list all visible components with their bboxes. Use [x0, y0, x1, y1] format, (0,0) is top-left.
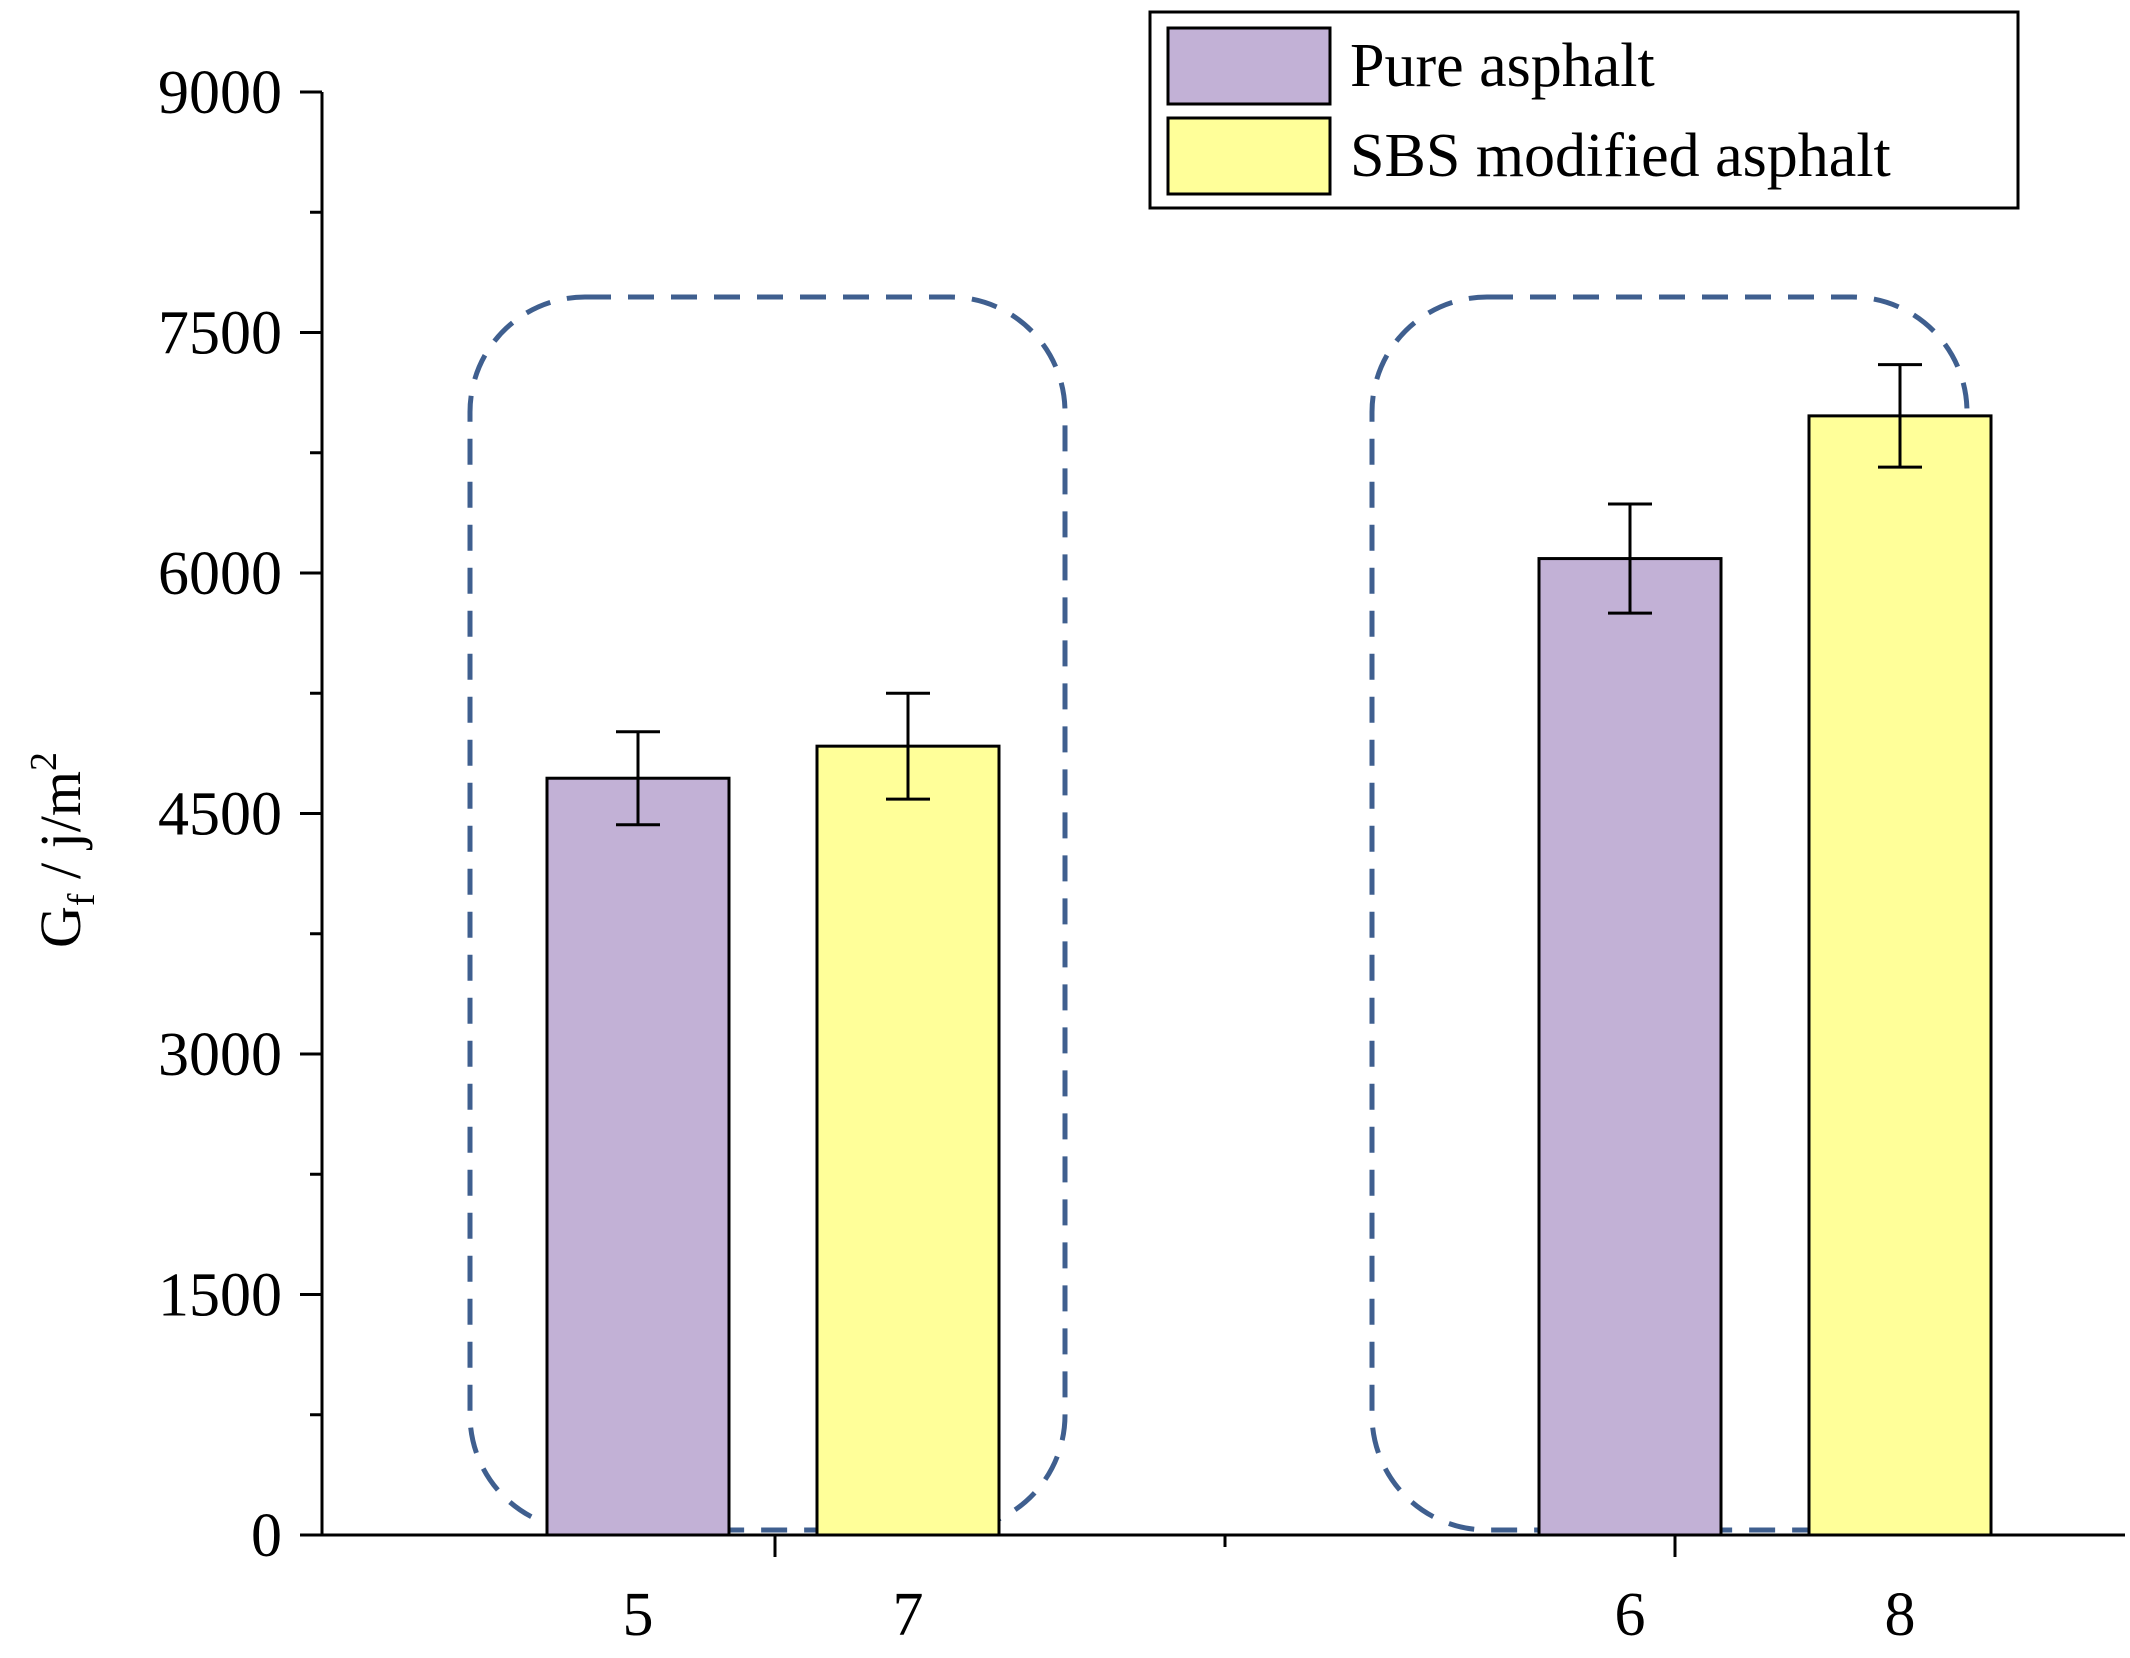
bar-8	[1807, 414, 1993, 1537]
y-tick-label-1500: 1500	[158, 1262, 282, 1330]
y-tick-label-0: 0	[251, 1502, 282, 1570]
legend-swatch-1	[1166, 26, 1332, 106]
error-bar-5	[616, 730, 660, 827]
legend-label-2: SBS modified asphalt	[1350, 122, 1891, 190]
x-tick-label-8: 8	[1885, 1581, 1916, 1649]
error-bar-7	[886, 691, 930, 801]
legend-label-1: Pure asphalt	[1350, 32, 1655, 100]
y-axis-label: Gf / j/m2	[23, 752, 103, 948]
y-tick-label-3000: 3000	[158, 1021, 282, 1089]
y-ticks: 0 1500 3000 4500 6000 7500 9000	[158, 59, 322, 1570]
legend-swatch-2	[1166, 116, 1332, 196]
error-bars	[616, 363, 1922, 827]
y-tick-label-9000: 9000	[158, 59, 282, 127]
x-tick-labels: 5 7 6 8	[623, 1581, 1916, 1649]
group-box-1	[467, 294, 1068, 1533]
x-tick-label-6: 6	[1615, 1581, 1646, 1649]
y-tick-label-4500: 4500	[158, 781, 282, 849]
bar-7	[815, 744, 1001, 1537]
x-tick-label-7: 7	[893, 1581, 924, 1649]
bar-6	[1537, 557, 1723, 1537]
error-bar-8	[1878, 363, 1922, 469]
bars	[545, 414, 1993, 1537]
legend: Pure asphalt SBS modified asphalt	[1148, 10, 2020, 210]
y-tick-label-7500: 7500	[158, 300, 282, 368]
bar-5	[545, 776, 731, 1537]
x-tick-label-5: 5	[623, 1581, 654, 1649]
error-bar-6	[1608, 502, 1652, 615]
y-tick-label-6000: 6000	[158, 540, 282, 608]
